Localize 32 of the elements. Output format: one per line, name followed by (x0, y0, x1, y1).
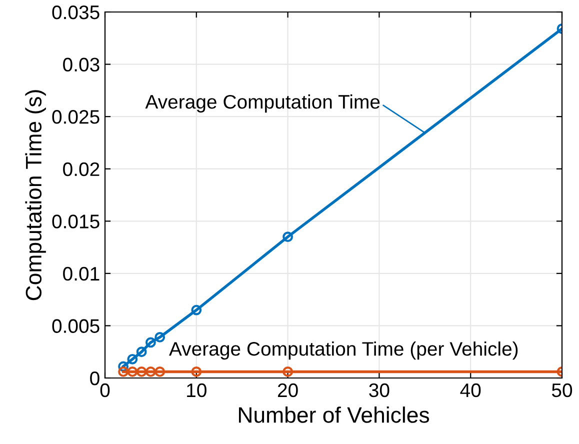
point (118, 366, 128, 377)
point (282, 366, 294, 377)
point (136, 366, 147, 377)
y-tick-label: 0.015 (52, 214, 100, 228)
y-tick-label: 0.025 (52, 110, 100, 124)
point (145, 366, 156, 377)
y-tick-label: 0.02 (63, 162, 100, 176)
point (191, 366, 202, 377)
y-tick-label: 0.03 (63, 58, 100, 72)
y-tick-label: 0 (90, 371, 100, 386)
point (154, 332, 166, 342)
x-axis-title: Number of Vehicles (238, 406, 430, 423)
x-tick-label: 30 (369, 383, 390, 398)
text: Average Computation Time (145, 94, 380, 113)
point (282, 232, 294, 242)
x-tick-label: 40 (460, 383, 481, 398)
y-tick-label: 0.035 (52, 5, 100, 20)
point (136, 346, 147, 358)
point (154, 366, 166, 377)
point (127, 366, 138, 377)
x-tick-label: 0 (100, 383, 110, 398)
x-tick-label: 10 (187, 383, 206, 398)
x-tick-label: 50 (552, 383, 572, 398)
y-tick-label: 0.01 (63, 266, 100, 281)
x-tick-label: 20 (278, 383, 298, 398)
y-tick-label: 0.005 (52, 319, 100, 333)
y-axis-title: Computation Time (s) (25, 90, 46, 300)
series-label: Average Computation Time (per Vehicle) (169, 341, 518, 360)
point (191, 304, 202, 316)
point (145, 337, 156, 348)
point (118, 361, 128, 372)
point (127, 354, 138, 364)
